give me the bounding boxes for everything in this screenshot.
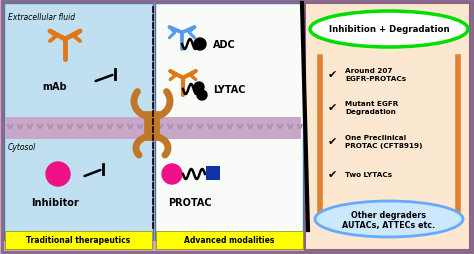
Circle shape bbox=[194, 83, 204, 93]
Circle shape bbox=[197, 91, 207, 101]
Text: Inhibitor: Inhibitor bbox=[31, 197, 79, 207]
Bar bbox=[5, 231, 152, 249]
Bar bbox=[305, 4, 470, 250]
Text: ✔: ✔ bbox=[328, 103, 337, 113]
Text: Advanced modalities: Advanced modalities bbox=[184, 235, 274, 245]
Ellipse shape bbox=[310, 12, 468, 48]
Bar bbox=[156, 231, 303, 249]
Text: ✔: ✔ bbox=[328, 70, 337, 80]
Text: Two LYTACs: Two LYTACs bbox=[345, 171, 392, 177]
Text: AUTACs, ATTECs etc.: AUTACs, ATTECs etc. bbox=[342, 221, 436, 230]
Text: Around 207
EGFR-PROTACs: Around 207 EGFR-PROTACs bbox=[345, 68, 406, 82]
Text: Cytosol: Cytosol bbox=[8, 142, 36, 151]
Text: PROTAC: PROTAC bbox=[168, 197, 212, 207]
Text: ADC: ADC bbox=[213, 40, 236, 50]
Ellipse shape bbox=[315, 201, 463, 237]
Text: Inhibition + Degradation: Inhibition + Degradation bbox=[328, 25, 449, 34]
Text: One Preclinical
PROTAC (CFT8919): One Preclinical PROTAC (CFT8919) bbox=[345, 134, 422, 149]
Text: Extracellular fluid: Extracellular fluid bbox=[8, 13, 75, 22]
Text: LYTAC: LYTAC bbox=[213, 85, 246, 95]
Text: ✔: ✔ bbox=[328, 169, 337, 179]
Text: Traditional therapeutics: Traditional therapeutics bbox=[26, 235, 130, 245]
Text: ✔: ✔ bbox=[328, 136, 337, 146]
Text: mAb: mAb bbox=[43, 82, 67, 92]
Bar bbox=[5, 118, 301, 139]
Circle shape bbox=[194, 39, 206, 51]
Bar bbox=[4, 4, 153, 240]
Bar bbox=[206, 166, 220, 180]
Circle shape bbox=[162, 164, 182, 184]
Text: Other degraders: Other degraders bbox=[352, 211, 427, 220]
Circle shape bbox=[46, 162, 70, 186]
Bar bbox=[155, 4, 303, 240]
Text: Mutant EGFR
Degradation: Mutant EGFR Degradation bbox=[345, 100, 398, 115]
